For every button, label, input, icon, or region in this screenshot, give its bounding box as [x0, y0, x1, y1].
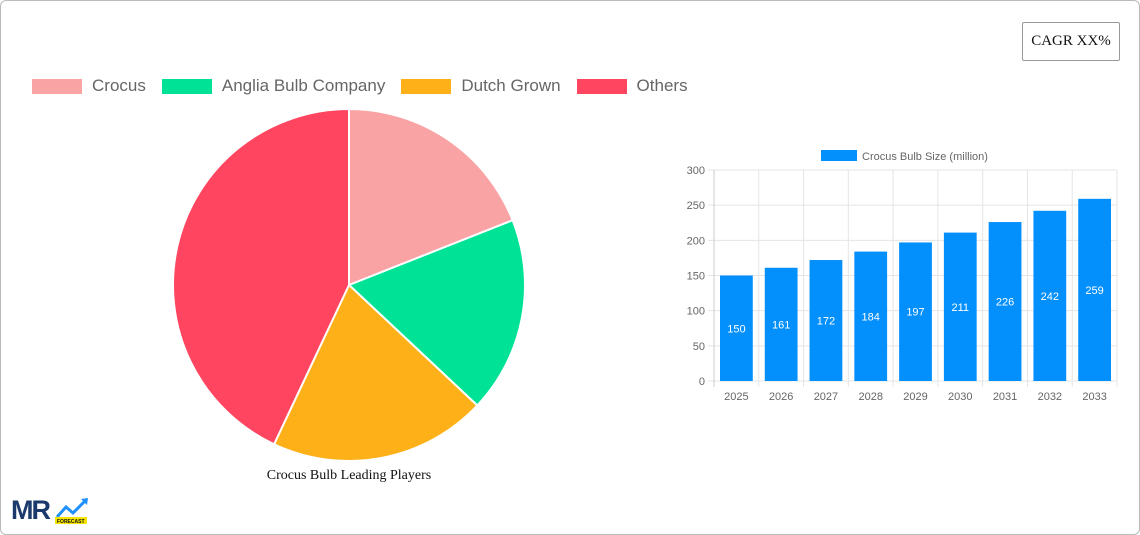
- data-label: 184: [862, 311, 880, 323]
- legend-item[interactable]: Dutch Grown: [401, 76, 561, 96]
- data-label: 172: [817, 316, 835, 328]
- legend-swatch: [161, 78, 212, 94]
- x-tick-label: 2032: [1038, 391, 1062, 403]
- bar-legend-label: Crocus Bulb Size (million): [862, 151, 988, 163]
- y-tick-label: 200: [687, 235, 705, 247]
- data-label: 259: [1085, 285, 1103, 297]
- y-tick-label: 300: [687, 165, 705, 177]
- x-tick-label: 2027: [814, 391, 838, 403]
- bar-2026[interactable]: [764, 267, 798, 381]
- data-label: 211: [952, 302, 970, 314]
- x-tick-label: 2025: [724, 391, 748, 403]
- bar-legend-swatch: [821, 150, 857, 161]
- legend-label: Others: [636, 76, 688, 95]
- bar-2029[interactable]: [899, 242, 932, 381]
- legend-label: Crocus: [92, 76, 146, 95]
- legend-label: Anglia Bulb Company: [221, 76, 386, 95]
- pie-slice-others[interactable]: [172, 107, 350, 446]
- x-tick-label: 2029: [903, 391, 927, 403]
- bar-2025[interactable]: [720, 275, 753, 382]
- mr-forecast-logo: MR FORECAST: [11, 495, 88, 525]
- legend-label: Dutch Grown: [461, 76, 561, 95]
- cagr-button[interactable]: CAGR XX%: [1022, 22, 1120, 61]
- y-tick-label: 100: [687, 306, 705, 318]
- data-label: 150: [727, 323, 745, 335]
- legend-swatch: [401, 78, 452, 94]
- legend-item[interactable]: Crocus: [32, 76, 146, 96]
- legend-swatch: [576, 78, 627, 94]
- svg-text:FORECAST: FORECAST: [57, 519, 85, 525]
- bar-2031[interactable]: [988, 222, 1022, 381]
- bar-2028[interactable]: [854, 251, 888, 381]
- svg-text:MR: MR: [11, 495, 50, 525]
- legend-swatch: [32, 78, 82, 94]
- bar-2033[interactable]: [1078, 198, 1111, 381]
- bar-chart: Crocus Bulb Size (million) 0 50 100 150 200 25…: [687, 150, 1118, 403]
- pie-slice-anglia-bulb-company[interactable]: [347, 218, 526, 407]
- pie-slice-crocus[interactable]: [348, 107, 514, 287]
- bar-2027[interactable]: [809, 260, 843, 381]
- legend-item[interactable]: Anglia Bulb Company: [161, 76, 386, 96]
- y-tick-label: 250: [687, 200, 705, 212]
- data-label: 197: [906, 307, 924, 319]
- data-label: 161: [772, 319, 790, 331]
- x-tick-label: 2030: [948, 391, 972, 403]
- legend-item[interactable]: Others: [576, 76, 688, 96]
- data-label: 242: [1041, 291, 1059, 303]
- x-tick-label: 2026: [769, 391, 793, 403]
- bar-2030[interactable]: [943, 232, 977, 381]
- y-tick-label: 50: [693, 341, 705, 353]
- pie-title: Crocus Bulb Leading Players: [266, 468, 432, 483]
- data-label: 226: [996, 297, 1014, 309]
- y-tick-label: 0: [699, 376, 705, 388]
- x-tick-label: 2033: [1082, 391, 1106, 403]
- y-tick-label: 150: [687, 271, 705, 283]
- pie-slice-dutch-grown[interactable]: [272, 283, 479, 462]
- x-tick-label: 2028: [858, 391, 882, 403]
- pie-chart: [172, 107, 526, 462]
- pie-legend: Crocus Anglia Bulb Company Dutch Grown Othe…: [32, 76, 688, 96]
- x-tick-label: 2031: [993, 391, 1017, 403]
- bar-2032[interactable]: [1033, 210, 1067, 381]
